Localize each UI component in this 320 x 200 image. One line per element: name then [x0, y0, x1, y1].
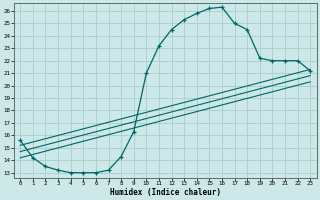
X-axis label: Humidex (Indice chaleur): Humidex (Indice chaleur) — [110, 188, 221, 197]
